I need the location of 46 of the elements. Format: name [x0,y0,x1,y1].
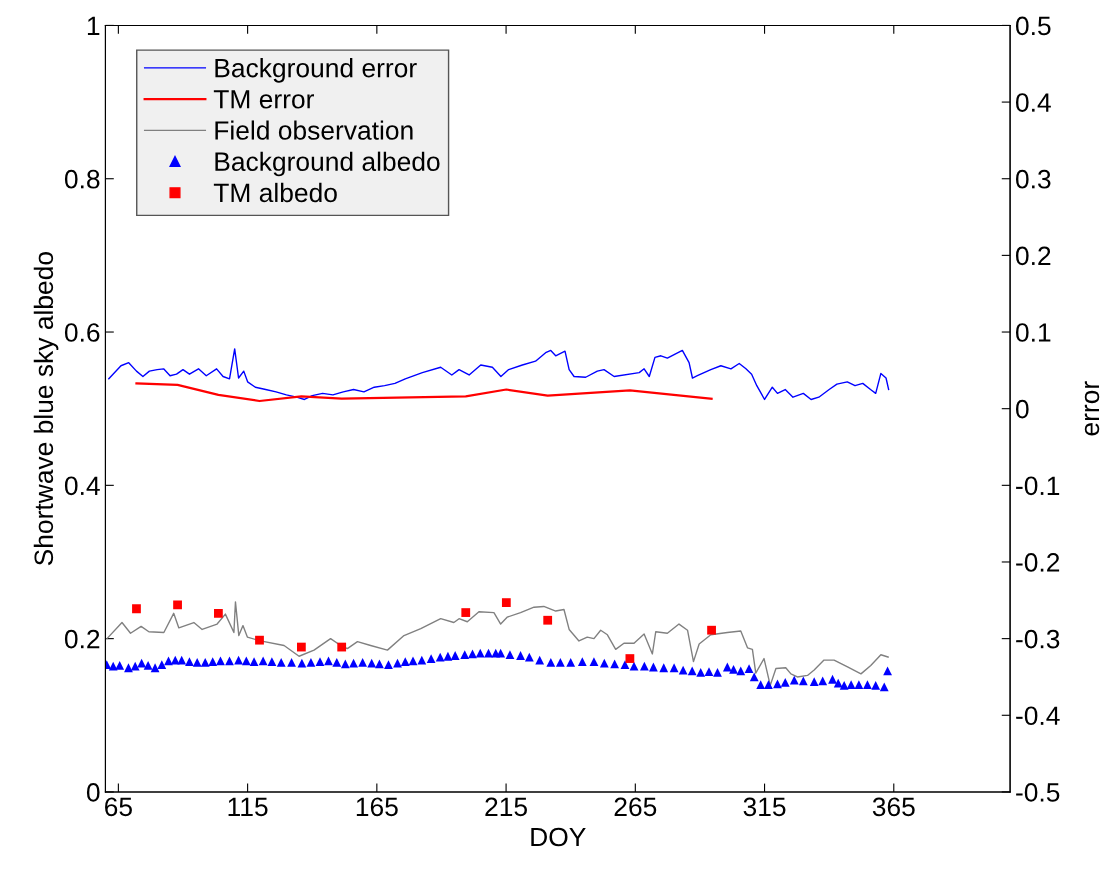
line-series [135,382,713,403]
y2-axis-title: error [1084,381,1100,436]
legend-label: Background error [215,58,417,83]
point [707,625,716,635]
x-tick-label: 165 [356,797,398,817]
point [501,598,511,607]
y2-tick-label: -0.2 [1016,553,1060,572]
y2-tick-label: -0.1 [1016,476,1060,496]
x-tick-label: 315 [743,797,786,817]
point [255,635,264,645]
y-tick-label: 0.6 [64,323,100,342]
point [214,608,223,618]
y2-tick-label: -0.5 [1016,783,1060,802]
legend-label: Field observation [215,120,413,140]
point [132,604,141,614]
y-tick-label: 1 [87,16,100,35]
y-tick-label: 0.8 [64,169,100,189]
x-tick-label: 65 [105,797,132,817]
point [461,608,471,617]
legend-label: TM albedo [213,182,337,203]
x-axis-title: DOY [531,827,586,847]
point [296,642,306,652]
x-tick-label: 365 [872,797,915,817]
y-tick-label: 0.4 [64,476,100,496]
point [337,642,347,652]
point [543,615,553,625]
legend-label: TM error [213,90,314,109]
y2-tick-label: 0.3 [1015,169,1051,189]
x-tick-label: 115 [228,797,268,817]
legend-label: Background albedo [215,151,440,177]
y2-tick-label: -0.3 [1016,629,1060,649]
y2-tick-label: 0.1 [1015,323,1051,342]
y2-tick-label: -0.4 [1016,706,1060,726]
y2-tick-label: 0.4 [1015,93,1051,112]
y2-tick-label: 0.5 [1015,16,1051,36]
y-tick-label: 0 [86,783,100,802]
y-axis-title: Shortwave blue sky albedo [33,252,59,566]
y2-tick-label: 0 [1015,399,1029,419]
line-series [106,601,889,687]
x-tick-label: 215 [485,797,527,817]
line-series [108,348,890,401]
y-tick-label: 0.2 [64,629,100,649]
point [173,600,182,610]
y2-tick-label: 0.2 [1015,246,1051,266]
x-tick-label: 265 [614,797,657,817]
point [625,654,635,663]
